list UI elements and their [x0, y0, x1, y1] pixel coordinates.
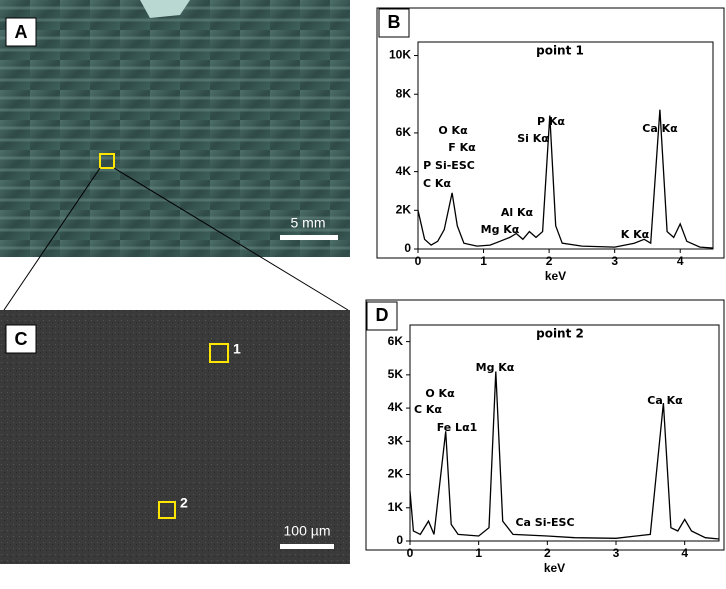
plot-frame: [417, 41, 714, 250]
peak-annotation: Ca Si-ESC: [515, 516, 574, 529]
panel-label-box: [378, 8, 410, 38]
x-tick-label: 3: [611, 254, 618, 268]
x-tick-label: 0: [415, 254, 422, 268]
peak-annotation: C Kα: [423, 177, 451, 190]
point-label: 2: [180, 495, 188, 511]
y-tick-label: 6K: [396, 125, 412, 139]
connector: [3, 167, 101, 311]
x-tick-label: 1: [480, 254, 487, 268]
roi: [209, 343, 229, 363]
panel-label: D: [376, 305, 389, 325]
panel-label-box: [5, 324, 37, 354]
plot-frame: [409, 324, 720, 542]
peak-annotation: Al Kα: [501, 206, 534, 219]
peak-annotation: C Kα: [414, 403, 442, 416]
panel-label-box: [366, 301, 398, 331]
y-tick-label: 0: [396, 533, 403, 547]
y-tick-label: 5K: [388, 367, 404, 381]
y-tick-label: 6K: [388, 334, 404, 348]
panel-label-box: [5, 17, 37, 47]
x-axis-label: keV: [545, 269, 566, 283]
y-tick-label: 2K: [388, 467, 404, 481]
x-tick-label: 4: [677, 254, 684, 268]
roi: [158, 501, 176, 519]
y-tick-label: 4K: [388, 400, 404, 414]
peak-annotation: O Kα: [438, 124, 468, 137]
scale-bar: [280, 235, 338, 240]
x-tick-label: 1: [475, 546, 482, 560]
x-tick-label: 2: [544, 546, 551, 560]
spectrum-line: [409, 371, 720, 540]
peak-annotation: Mg Kα: [476, 361, 515, 374]
y-tick-label: 1K: [388, 500, 404, 514]
x-tick-label: 4: [681, 546, 688, 560]
y-tick-label: 10K: [389, 48, 411, 62]
y-tick-label: 3K: [388, 433, 404, 447]
peak-annotation: Ca Kα: [647, 394, 683, 407]
peak-annotation: P Kα: [537, 115, 565, 128]
spectrum-line: [417, 109, 714, 249]
scale-bar: [280, 544, 334, 549]
x-axis-label: keV: [544, 561, 565, 575]
scale-text: 100 µm: [284, 523, 331, 539]
micrograph-a: [0, 0, 350, 257]
peak-annotation: F Kα: [448, 141, 476, 154]
x-tick-label: 0: [407, 546, 414, 560]
chart-title: point 2: [536, 327, 584, 341]
peak-annotation: O Kα: [425, 387, 455, 400]
peak-annotation: K Kα: [621, 228, 650, 241]
roi: [99, 153, 115, 169]
scale-text: 5 mm: [291, 215, 326, 231]
micrograph-c: [0, 310, 350, 564]
y-tick-label: 2K: [396, 202, 412, 216]
peak-annotation: Si Kα: [517, 132, 549, 145]
connector: [113, 167, 349, 311]
panel-label: B: [388, 12, 401, 32]
peak-annotation: P Si-ESC: [423, 159, 475, 172]
y-tick-label: 0: [404, 241, 411, 255]
peak-annotation: Ca Kα: [642, 122, 678, 135]
y-tick-label: 4K: [396, 164, 412, 178]
edge: [140, 0, 190, 18]
panel-label: C: [15, 329, 28, 349]
point-label: 1: [233, 341, 241, 357]
chart-title: point 1: [536, 44, 584, 58]
peak-annotation: Fe Lα1: [437, 421, 478, 434]
x-tick-label: 3: [613, 546, 620, 560]
panel-label: A: [15, 22, 28, 42]
peak-annotation: Mg Kα: [481, 223, 520, 236]
y-tick-label: 8K: [396, 86, 412, 100]
x-tick-label: 2: [546, 254, 553, 268]
